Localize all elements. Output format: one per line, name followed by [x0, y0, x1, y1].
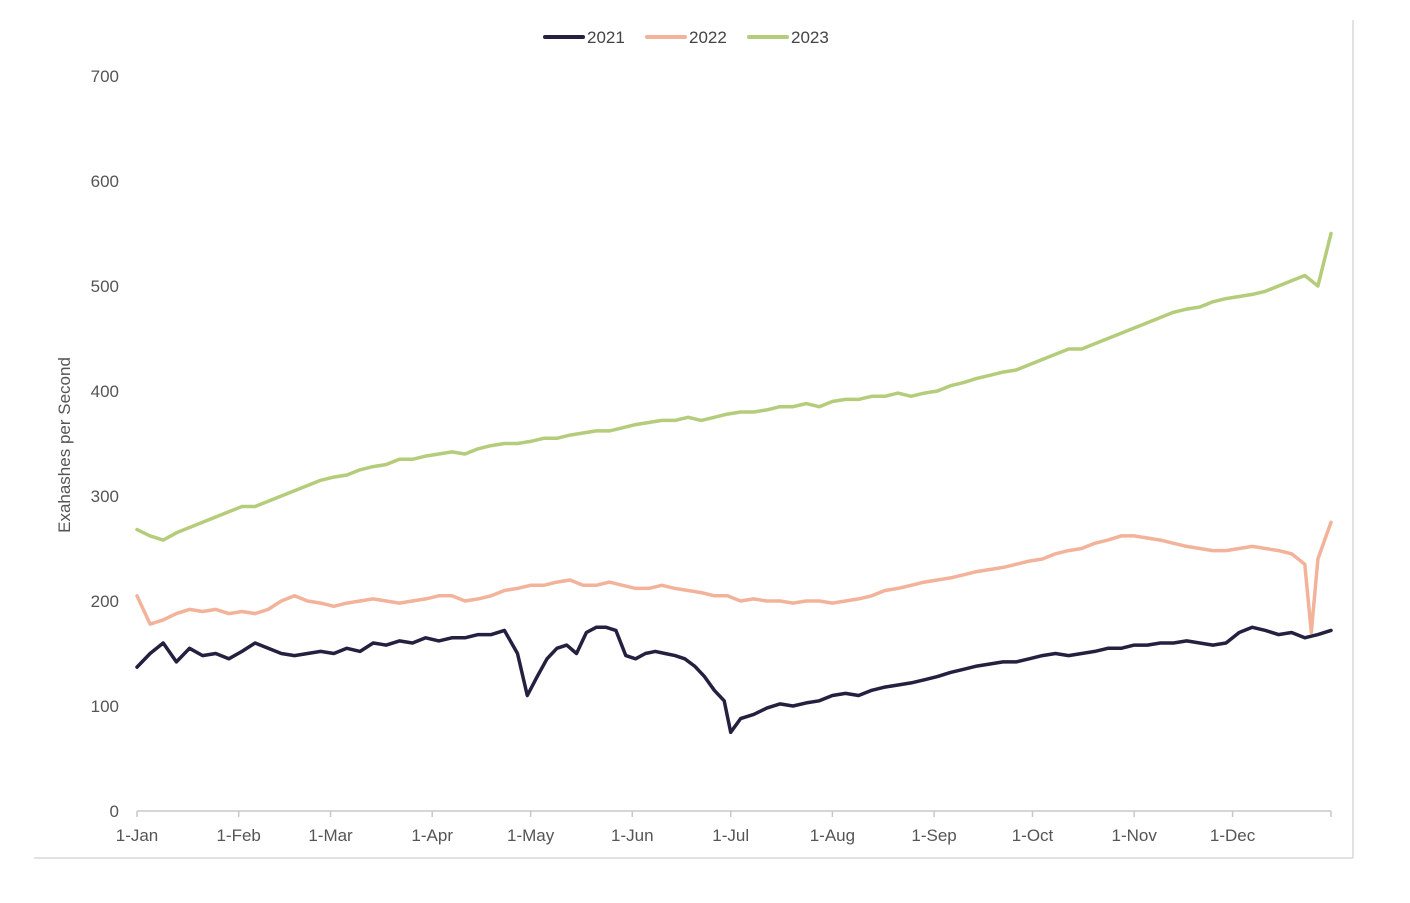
x-tick-label: 1-May — [507, 826, 555, 845]
y-tick-label: 600 — [91, 172, 119, 191]
x-tick-label: 1-Jan — [116, 826, 159, 845]
y-tick-label: 500 — [91, 277, 119, 296]
y-tick-label: 200 — [91, 592, 119, 611]
y-tick-label: 100 — [91, 697, 119, 716]
y-tick-label: 300 — [91, 487, 119, 506]
y-tick-label: 0 — [110, 802, 119, 821]
y-axis: 0 100 200 300 400 500 600 700 — [91, 67, 119, 821]
y-tick-label: 700 — [91, 67, 119, 86]
legend: 2021 2022 2023 — [543, 28, 829, 47]
y-tick-label: 400 — [91, 382, 119, 401]
x-tick-label: 1-Mar — [308, 826, 353, 845]
series-line-2021 — [135, 625, 1333, 735]
legend-label-2021: 2021 — [587, 28, 625, 47]
legend-label-2023: 2023 — [791, 28, 829, 47]
x-tick-label: 1-Nov — [1112, 826, 1158, 845]
x-tick-label: 1-Sep — [911, 826, 956, 845]
x-tick-label: 1-Oct — [1012, 826, 1054, 845]
plot-series — [135, 231, 1333, 735]
series-line-2022 — [135, 520, 1333, 635]
x-axis: 1-Jan 1-Feb 1-Mar 1-Apr 1-May 1-Jun 1-Jul 1-Aug… — [116, 810, 1332, 845]
x-tick-label: 1-Apr — [411, 826, 453, 845]
series-line-2023 — [135, 231, 1333, 542]
y-axis-title: Exahashes per Second — [55, 357, 74, 533]
legend-label-2022: 2022 — [689, 28, 727, 47]
x-tick-label: 1-Dec — [1210, 826, 1256, 845]
x-tick-label: 1-Jun — [611, 826, 654, 845]
x-tick-label: 1-Jul — [712, 826, 749, 845]
x-tick-label: 1-Feb — [216, 826, 260, 845]
x-tick-label: 1-Aug — [810, 826, 855, 845]
